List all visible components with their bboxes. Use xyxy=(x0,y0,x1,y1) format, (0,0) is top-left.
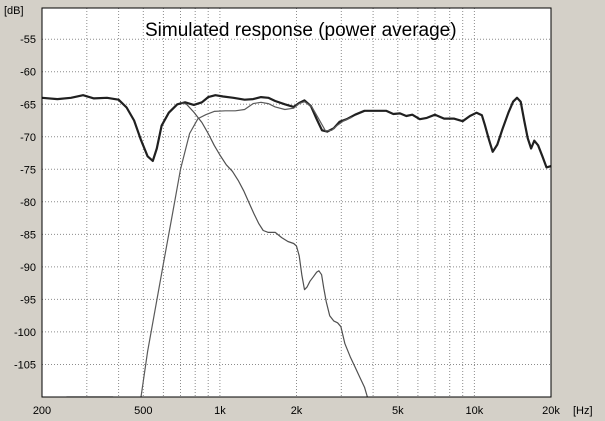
y-tick-label: -60 xyxy=(20,67,36,79)
x-tick-label: 500 xyxy=(134,405,152,417)
series-line-2 xyxy=(140,101,353,397)
x-tick-label: 5k xyxy=(392,405,404,417)
y-tick-label: -95 xyxy=(20,294,36,306)
plot-border xyxy=(41,7,552,398)
y-tick-label: -80 xyxy=(20,197,36,209)
y-tick-labels: -55 -60 -65 -70 -75 -80 -85 -90 -95 -100 -105 xyxy=(14,34,36,371)
x-tick-label: 20k xyxy=(542,405,560,417)
x-tick-label: 1k xyxy=(214,405,226,417)
y-tick-label: -90 xyxy=(20,262,36,274)
y-tick-label: -70 xyxy=(20,132,36,144)
x-axis-label: [Hz] xyxy=(573,405,593,417)
grid xyxy=(42,8,551,397)
series-group xyxy=(42,94,551,397)
y-tick-label: -75 xyxy=(20,164,36,176)
y-tick-label: -85 xyxy=(20,229,36,241)
y-tick-label: -55 xyxy=(20,34,36,46)
x-tick-labels: 200 500 1k 2k 5k 10k 20k xyxy=(33,405,561,417)
y-tick-label: -65 xyxy=(20,99,36,111)
y-axis-label: [dB] xyxy=(4,5,24,17)
y-tick-label: -100 xyxy=(14,327,36,339)
series-line-4 xyxy=(179,101,368,397)
x-tick-label: 10k xyxy=(466,405,484,417)
chart-title: Simulated response (power average) xyxy=(145,20,457,41)
x-tick-label: 2k xyxy=(291,405,303,417)
y-tick-label: -105 xyxy=(14,360,36,372)
x-tick-label: 200 xyxy=(33,405,51,417)
